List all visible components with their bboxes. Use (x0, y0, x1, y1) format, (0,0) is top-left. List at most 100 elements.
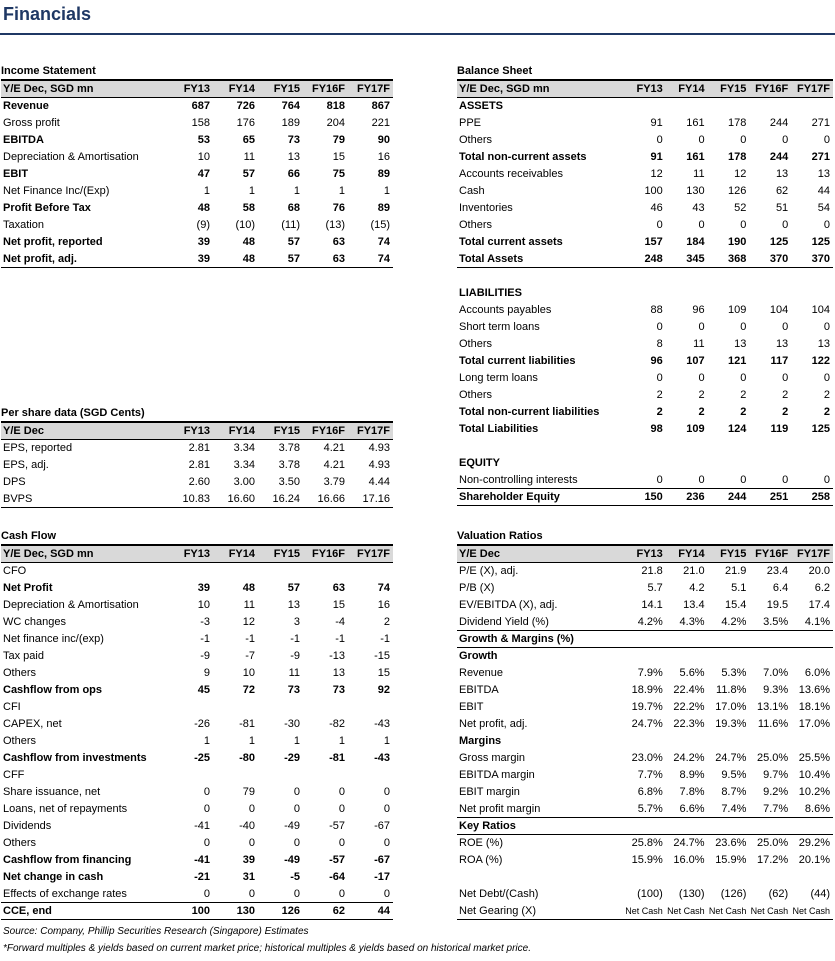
row-value (708, 733, 750, 750)
row-value: 8.7% (721, 786, 747, 798)
row-value: -30 (284, 718, 300, 730)
row-value: 19.5 (766, 599, 789, 611)
row-value: 125 (811, 423, 830, 435)
table-row: EBIT 47 57 66 75 89 (1, 166, 393, 183)
row-value (624, 648, 666, 665)
table-row: EV/EBITDA (X), adj. 14.1 13.4 15.4 19.5 17.4 (457, 597, 833, 614)
cashflow-table: Y/E Dec, SGD mn FY13 FY14 FY15 FY16F FY17F CFO… (1, 545, 393, 920)
income-statement: Income Statement Y/E Dec, SGD mn FY13 FY14… (1, 64, 393, 268)
row-value: 62 (303, 902, 348, 920)
table-row: EPS, adj. 2.81 3.34 3.78 4.21 4.93 (1, 457, 393, 474)
row-value: 126 (728, 185, 747, 197)
row-label: BVPS (1, 490, 168, 508)
row-value: 0 (293, 887, 300, 900)
row-label: EQUITY (459, 457, 500, 469)
header-year: FY15 (707, 545, 750, 563)
row-value: 0 (656, 321, 663, 333)
footnote: *Forward multiples & yields based on cur… (3, 943, 531, 954)
row-value: 1 (203, 185, 210, 197)
row-value (666, 438, 708, 455)
table-header-row: Y/E Dec, SGD mn FY13 FY14 FY15 FY16F FY17F (457, 80, 833, 98)
row-value (708, 438, 750, 455)
row-value (303, 563, 348, 580)
row-value: 3 (293, 616, 300, 628)
row-value (708, 268, 750, 285)
row-value: 17.0% (715, 701, 747, 713)
row-value: 20.0 (808, 565, 830, 578)
table-row: CFF (1, 767, 393, 784)
row-value (708, 455, 750, 472)
row-value: 3.00 (233, 476, 255, 488)
row-value: 9 (203, 667, 210, 679)
row-label: Key Ratios (457, 817, 624, 835)
cash-flow: Cash Flow Y/E Dec, SGD mn FY13 FY14 FY15 FY1… (1, 529, 393, 920)
cash-flow-title: Cash Flow (1, 529, 393, 545)
table-row: Net change in cash -21 31 -5 -64 -17 (1, 869, 393, 886)
row-value: 104 (811, 304, 830, 316)
row-value (791, 630, 833, 648)
row-label: Others (459, 338, 493, 350)
row-label: Total Liabilities (459, 423, 539, 435)
row-label: CAPEX, net (3, 718, 62, 730)
row-value: 4.2% (707, 613, 750, 631)
row-value: 25.8% (631, 837, 663, 850)
row-label: Profit Before Tax (3, 202, 91, 214)
row-value: 66 (287, 168, 300, 180)
table-row: EPS, reported 2.81 3.34 3.78 4.21 4.93 (1, 440, 393, 457)
row-value: 271 (811, 117, 830, 129)
row-value: -15 (374, 650, 390, 662)
row-value (666, 869, 708, 886)
row-value: 15.4 (724, 599, 747, 611)
row-value: 89 (377, 168, 390, 180)
row-value: 75 (332, 168, 345, 180)
row-value: 125 (811, 236, 830, 248)
row-value: 2.60 (188, 476, 210, 488)
row-value: 161 (686, 117, 705, 129)
row-value: 21.9 (724, 565, 747, 578)
row-label: P/E (X), adj. (459, 565, 519, 578)
row-label: Inventories (459, 202, 513, 214)
row-value: 2 (782, 389, 789, 401)
row-value: 125 (769, 236, 789, 248)
row-value (213, 563, 258, 580)
row-value: 0 (656, 372, 663, 384)
table-header-row: Y/E Dec, SGD mn FY13 FY14 FY15 FY16F FY17F (1, 80, 393, 98)
row-value: (15) (370, 219, 390, 231)
row-value: 109 (728, 304, 747, 316)
row-value: 0 (823, 219, 830, 231)
table-row: Net profit, adj. 24.7% 22.3% 19.3% 11.6% 17.0… (457, 716, 833, 733)
row-label: Growth & Margins (%) (457, 630, 624, 648)
row-value: 2 (823, 389, 830, 401)
row-label: Net finance inc/(exp) (3, 633, 104, 645)
row-value (791, 438, 833, 455)
row-label: Shareholder Equity (457, 488, 624, 506)
row-value: 23.0% (631, 752, 663, 764)
row-value: 1 (293, 735, 300, 747)
table-row: Tax paid -9 -7 -9 -13 -15 (1, 648, 393, 665)
header-year: FY17F (791, 545, 833, 563)
row-value: 2 (698, 389, 705, 401)
row-value: 12 (242, 616, 255, 628)
row-value: 24.7% (631, 718, 663, 730)
row-value: 0 (782, 473, 789, 486)
row-value: -43 (374, 718, 390, 730)
header-year: FY16F (303, 422, 348, 440)
row-value: 190 (728, 236, 747, 248)
row-label: Short term loans (459, 321, 540, 333)
balance-sheet-title: Balance Sheet (457, 64, 833, 80)
row-value (707, 630, 750, 648)
row-value: 221 (371, 117, 390, 129)
row-value: 726 (236, 100, 255, 113)
row-value: 13 (734, 338, 747, 350)
row-label: EPS, reported (3, 442, 73, 455)
row-value: 25.0% (756, 752, 789, 764)
row-value (749, 733, 791, 750)
row-value (791, 268, 833, 285)
row-value: 0 (782, 219, 789, 231)
row-label: CFF (3, 769, 25, 781)
row-value (348, 699, 393, 716)
row-value: 6.6% (665, 800, 708, 818)
row-value: 178 (728, 117, 747, 129)
row-value (791, 733, 833, 750)
row-value: 63 (332, 582, 345, 594)
